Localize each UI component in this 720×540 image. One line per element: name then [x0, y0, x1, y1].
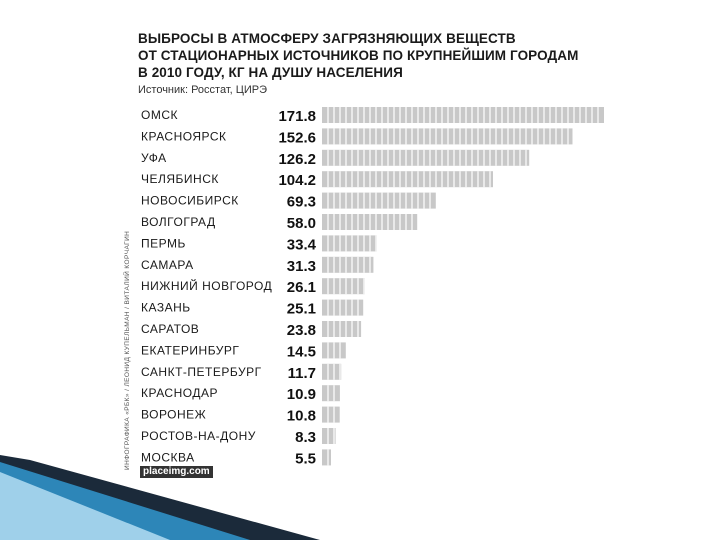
title-line-3: В 2010 ГОДУ, КГ НА ДУШУ НАСЕЛЕНИЯ: [138, 65, 403, 80]
bar: [322, 363, 342, 380]
value-label: 31.3: [287, 258, 316, 275]
value-label: 152.6: [278, 129, 316, 146]
category-label: ЧЕЛЯБИНСК: [141, 172, 219, 186]
bar: [322, 128, 573, 145]
category-label: САНКТ-ПЕТЕРБУРГ: [141, 365, 262, 379]
value-label: 33.4: [287, 236, 317, 253]
value-label: 14.5: [287, 343, 316, 360]
value-label: 171.8: [278, 108, 316, 125]
value-label: 10.8: [287, 408, 316, 425]
value-label: 104.2: [278, 172, 316, 189]
source-note: Источник: Росстат, ЦИРЭ: [138, 84, 268, 96]
value-label: 25.1: [287, 301, 316, 318]
bar: [322, 256, 374, 273]
category-label: МОСКВА: [141, 450, 195, 464]
value-label: 8.3: [295, 429, 316, 446]
value-label: 5.5: [295, 450, 316, 467]
bar: [322, 235, 377, 252]
bar: [322, 171, 493, 188]
category-label: ВОЛГОГРАД: [141, 215, 216, 229]
title-line-2: ОТ СТАЦИОНАРНЫХ ИСТОЧНИКОВ ПО КРУПНЕЙШИМ…: [138, 48, 579, 63]
category-label: КРАСНОЯРСК: [141, 129, 227, 143]
bar: [322, 385, 340, 402]
category-label: КАЗАНЬ: [141, 301, 191, 315]
chart-title: ВЫБРОСЫ В АТМОСФЕРУ ЗАГРЯЗНЯЮЩИХ ВЕЩЕСТВ…: [138, 30, 608, 81]
bar: [322, 192, 436, 209]
value-label: 58.0: [287, 215, 316, 232]
bar: [322, 299, 364, 316]
value-label: 69.3: [287, 194, 316, 211]
bar: [322, 107, 604, 123]
value-label: 26.1: [287, 279, 316, 296]
bar: [322, 278, 365, 295]
watermark: placeimg.com: [140, 466, 213, 478]
decor-light-wedge: [0, 472, 170, 540]
category-label: САМАРА: [141, 258, 194, 272]
category-label: ЕКАТЕРИНБУРГ: [141, 343, 239, 357]
category-label: САРАТОВ: [141, 322, 199, 336]
bar: [322, 406, 340, 423]
category-label: УФА: [141, 151, 167, 165]
value-label: 11.7: [288, 365, 316, 382]
bar: [322, 449, 331, 466]
value-label: 23.8: [287, 322, 316, 339]
category-label: НИЖНИЙ НОВГОРОД: [141, 278, 272, 293]
title-line-1: ВЫБРОСЫ В АТМОСФЕРУ ЗАГРЯЗНЯЮЩИХ ВЕЩЕСТВ: [138, 31, 516, 46]
category-label: НОВОСИБИРСК: [141, 194, 239, 208]
category-label: КРАСНОДАР: [141, 386, 218, 400]
category-label: ПЕРМЬ: [141, 236, 186, 250]
bar: [322, 428, 336, 444]
value-label: 10.9: [287, 386, 316, 403]
category-label: ОМСК: [141, 108, 178, 122]
value-label: 126.2: [278, 151, 316, 168]
category-label: РОСТОВ-НА-ДОНУ: [141, 429, 256, 443]
bar: [322, 321, 362, 337]
category-label: ВОРОНЕЖ: [141, 408, 206, 422]
